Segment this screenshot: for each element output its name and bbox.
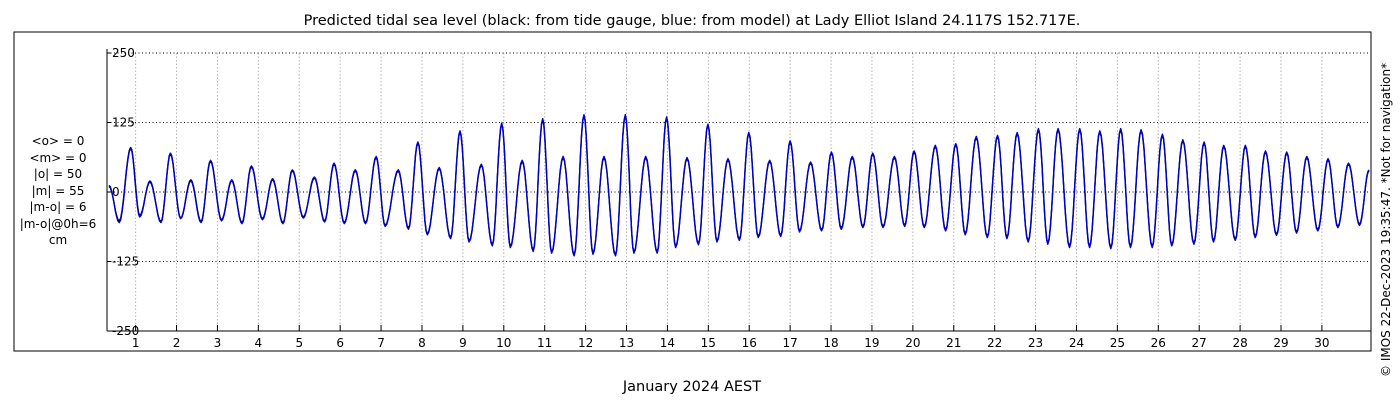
x-tick-label: 20 (905, 336, 920, 350)
x-tick-label: 9 (459, 336, 467, 350)
x-tick-label: 11 (537, 336, 552, 350)
y-tick-labels: 250 125 0 -125 -250 (112, 46, 139, 338)
x-tick-label: 14 (660, 336, 675, 350)
x-tick-label: 30 (1314, 336, 1329, 350)
y-tick-label: -250 (112, 324, 139, 338)
x-tick-label: 17 (782, 336, 797, 350)
x-tick-label: 18 (823, 336, 838, 350)
y-tick-label: 0 (112, 185, 120, 199)
y-tick-label: 125 (112, 116, 135, 130)
x-axis-label: January 2024 AEST (622, 379, 761, 395)
credit-note: © IMOS 22-Dec-2023 19:35:47. *Not for na… (1379, 62, 1393, 377)
x-tick-label: 8 (418, 336, 426, 350)
stat-unit: cm (48, 233, 68, 247)
x-tick-label: 1 (132, 336, 140, 350)
x-tick-label: 7 (377, 336, 385, 350)
x-tick-label: 4 (255, 336, 263, 350)
x-tick-label: 5 (295, 336, 303, 350)
x-tick-label: 28 (1232, 336, 1247, 350)
x-tick-label: 26 (1151, 336, 1166, 350)
x-tick-label: 2 (173, 336, 181, 350)
x-tick-label: 25 (1110, 336, 1125, 350)
series-lines (108, 114, 1370, 257)
series-line-model (108, 114, 1370, 257)
x-tick-label: 24 (1069, 336, 1084, 350)
x-tick-label: 16 (742, 336, 757, 350)
stat-diff-abs: |m-o| = 6 (29, 200, 87, 214)
y-tick-label: 250 (112, 46, 135, 60)
x-tick-label: 27 (1192, 336, 1207, 350)
x-tick-label: 13 (619, 336, 634, 350)
grid (107, 52, 1371, 332)
series-line-tide-gauge (108, 115, 1370, 256)
chart-title: Predicted tidal sea level (black: from t… (304, 13, 1081, 29)
x-tick-label: 3 (214, 336, 222, 350)
stat-model-abs: |m| = 55 (31, 183, 85, 198)
x-tick-label: 12 (578, 336, 593, 350)
x-tick-label: 29 (1273, 336, 1288, 350)
x-tick-label: 10 (496, 336, 511, 350)
y-tick-label: -125 (112, 255, 139, 269)
stat-diff-0h: |m-o|@0h=6 (19, 216, 97, 231)
x-tick-label: 23 (1028, 336, 1043, 350)
x-tick-label: 6 (336, 336, 344, 350)
x-tick-label: 21 (946, 336, 961, 350)
x-tick-labels: 1 2 3 4 5 6 7 8 9 10 11 12 13 14 15 16 17 18 19 20 21 22 23 24 2… (132, 336, 1330, 350)
x-tick-label: 22 (987, 336, 1002, 350)
stat-model-mean: <m> = 0 (29, 150, 87, 165)
stat-obs-mean: <o> = 0 (31, 134, 85, 148)
stat-obs-abs: |o| = 50 (33, 167, 83, 181)
stats-panel: <o> = 0 <m> = 0 |o| = 50 |m| = 55 |m-o| … (10, 133, 106, 249)
x-tick-label: 19 (864, 336, 879, 350)
axes (106, 49, 1371, 332)
x-tick-label: 15 (701, 336, 716, 350)
